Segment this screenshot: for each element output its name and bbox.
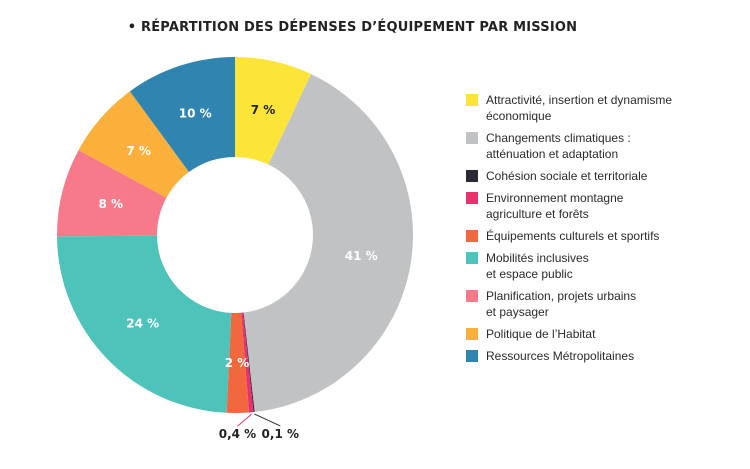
legend-label: Attractivité, insertion et dynamisme éco… (486, 93, 673, 123)
legend-item-ressources-metropolitaines: Ressources Métropolitaines (466, 348, 736, 364)
legend-swatch (466, 328, 478, 340)
legend-swatch (466, 132, 478, 144)
legend-item-attractivite-insertion-et-dynamisme-economique: Attractivité, insertion et dynamisme éco… (466, 92, 736, 124)
slice-ressources-metropolitaines (129, 57, 235, 173)
leader-line (254, 413, 281, 427)
slice-value-label: 2 % (225, 356, 250, 370)
slice-politique-de-l-habitat (78, 91, 189, 198)
legend-label: Équipements culturels et sportifs (486, 229, 660, 243)
slice-planification-projets-urbains-et-paysager (57, 150, 167, 237)
slice-value-label: 7 % (251, 103, 276, 117)
slice-mobilites-inclusives-et-espace-public (57, 235, 232, 413)
legend-label: Politique de l’Habitat (486, 327, 596, 341)
legend-swatch (466, 170, 478, 182)
slice-value-label: 7 % (126, 144, 151, 158)
legend-swatch (466, 252, 478, 264)
legend-item-equipements-culturels-et-sportifs: Équipements culturels et sportifs (466, 228, 736, 244)
leader-line (237, 413, 252, 427)
slice-value-label: 24 % (126, 317, 159, 331)
slice-value-label: 8 % (99, 197, 124, 211)
donut-slices (57, 57, 414, 413)
slice-value-label: 0,1 % (262, 427, 299, 441)
slice-value-label: 0,4 % (219, 427, 256, 441)
slice-value-label: 41 % (345, 249, 378, 263)
legend-item-cohesion-sociale-et-territoriale: Cohésion sociale et territoriale (466, 168, 736, 184)
legend-label: Mobilités inclusives et espace public (486, 251, 589, 281)
slice-attractivite-insertion-et-dynamisme-economique (235, 57, 312, 165)
slice-environnement-montagne-agriculture-et-forets (241, 312, 254, 413)
slice-value-label: 10 % (179, 106, 212, 120)
legend-swatch (466, 94, 478, 106)
slice-changements-climatiques-attenuation-et-adaptation (243, 74, 414, 412)
legend-swatch (466, 230, 478, 242)
chart-title: • RÉPARTITION DES DÉPENSES D’ÉQUIPEMENT … (127, 20, 578, 35)
legend-item-planification-projets-urbains-et-paysager: Planification, projets urbains et paysag… (466, 288, 736, 320)
legend-swatch (466, 192, 478, 204)
legend-label: Changements climatiques : atténuation et… (486, 131, 631, 161)
legend-label: Planification, projets urbains et paysag… (486, 289, 637, 319)
legend-item-mobilites-inclusives-et-espace-public: Mobilités inclusives et espace public (466, 250, 736, 282)
legend-item-changements-climatiques-attenuation-et-adaptation: Changements climatiques : atténuation et… (466, 130, 736, 162)
legend-label: Environnement montagne agriculture et fo… (486, 191, 624, 221)
slice-cohesion-sociale-et-territoriale (243, 312, 255, 413)
chart-legend: Attractivité, insertion et dynamisme éco… (466, 92, 736, 370)
legend-item-environnement-montagne-agriculture-et-forets: Environnement montagne agriculture et fo… (466, 190, 736, 222)
legend-item-politique-de-l-habitat: Politique de l’Habitat (466, 326, 736, 342)
slice-equipements-culturels-et-sportifs (226, 312, 250, 413)
legend-swatch (466, 350, 478, 362)
legend-label: Ressources Métropolitaines (486, 349, 635, 363)
donut-labels: 7 % 41 % 0,1 % 0,4 % 2 % 24 % 8 % 7 % 10 % (99, 103, 378, 441)
legend-swatch (466, 290, 478, 302)
legend-label: Cohésion sociale et territoriale (486, 169, 648, 183)
